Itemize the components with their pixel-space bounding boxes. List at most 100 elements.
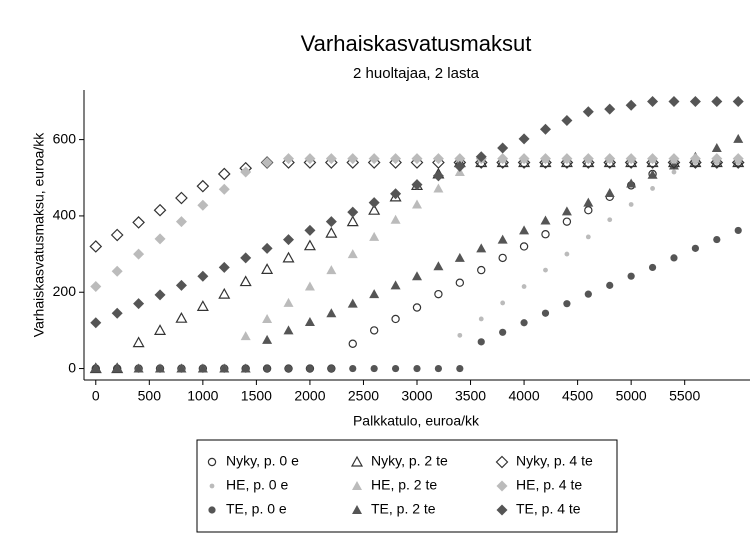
x-axis-title: Palkkatulo, euroa/kk (353, 413, 480, 429)
point (562, 217, 572, 226)
point (432, 156, 445, 169)
point (646, 156, 659, 169)
point (500, 300, 506, 306)
point (477, 338, 485, 346)
point (239, 275, 252, 287)
point (628, 202, 634, 207)
legend-label: TE, p. 2 te (371, 501, 436, 517)
point (283, 153, 295, 165)
point (498, 253, 507, 263)
point (261, 263, 274, 274)
point (434, 364, 443, 373)
point (389, 156, 402, 169)
point (390, 280, 401, 290)
point (240, 331, 251, 341)
point (411, 153, 423, 165)
point (133, 363, 144, 373)
point (456, 364, 464, 373)
point (369, 289, 380, 299)
point (689, 95, 701, 107)
point (543, 267, 548, 273)
point (196, 300, 209, 311)
y-tick-label: 0 (68, 359, 76, 375)
x-tick-label: 1000 (187, 388, 218, 404)
point (283, 234, 295, 246)
x-tick-label: 4000 (508, 388, 539, 404)
y-tick-label: 600 (53, 130, 77, 146)
point (176, 363, 187, 373)
point (370, 364, 378, 373)
point (541, 309, 550, 317)
point (434, 289, 443, 299)
point (648, 263, 657, 272)
point (647, 169, 658, 179)
x-tick-label: 5000 (616, 388, 647, 404)
point (668, 160, 679, 170)
point (303, 239, 316, 251)
point (305, 364, 315, 373)
point (412, 303, 422, 312)
point (541, 230, 550, 239)
point (604, 188, 615, 198)
point (262, 313, 273, 323)
point (519, 225, 530, 235)
point (175, 279, 187, 291)
x-tick-label: 500 (138, 388, 162, 404)
point (218, 261, 230, 273)
point (670, 254, 678, 262)
point (454, 160, 466, 172)
point (347, 249, 358, 259)
point (218, 183, 230, 195)
point (133, 298, 145, 310)
point (454, 153, 466, 165)
point (711, 153, 723, 165)
point (476, 243, 487, 253)
y-axis-title: Varhaiskasvatusmaksu, euroa/kk (31, 132, 47, 337)
point (369, 231, 380, 241)
point (89, 240, 103, 253)
point (197, 199, 209, 211)
point (90, 281, 102, 293)
point (731, 156, 745, 169)
point (457, 332, 463, 338)
point (283, 325, 294, 335)
point (197, 270, 209, 282)
point (604, 153, 616, 165)
point (521, 284, 527, 289)
point (412, 199, 422, 209)
point (647, 95, 659, 107)
point (111, 265, 123, 277)
point (410, 156, 424, 169)
point (325, 153, 337, 165)
point (391, 364, 400, 373)
point (475, 151, 487, 163)
legend-marker (209, 483, 215, 489)
point (240, 252, 252, 264)
point (607, 217, 613, 223)
legend-marker (496, 504, 508, 516)
legend-label: Nyky, p. 4 te (516, 453, 593, 469)
point (262, 334, 273, 344)
point (561, 115, 573, 127)
point (217, 167, 231, 181)
point (390, 214, 401, 224)
point (304, 317, 315, 326)
point (671, 169, 677, 175)
point (650, 186, 655, 191)
point (368, 197, 380, 209)
chart-title: Varhaiskasvatusmaksut (301, 31, 532, 56)
x-tick-label: 3500 (455, 388, 486, 404)
point (347, 206, 359, 218)
legend-label: HE, p. 2 te (371, 477, 437, 493)
legend-marker (350, 455, 364, 467)
legend-label: TE, p. 4 te (516, 501, 581, 517)
point (713, 235, 721, 244)
point (432, 170, 444, 182)
point (390, 188, 402, 200)
point (325, 216, 337, 228)
point (263, 364, 271, 373)
point (304, 281, 315, 291)
point (197, 363, 208, 373)
point (262, 364, 272, 373)
point (496, 156, 510, 169)
